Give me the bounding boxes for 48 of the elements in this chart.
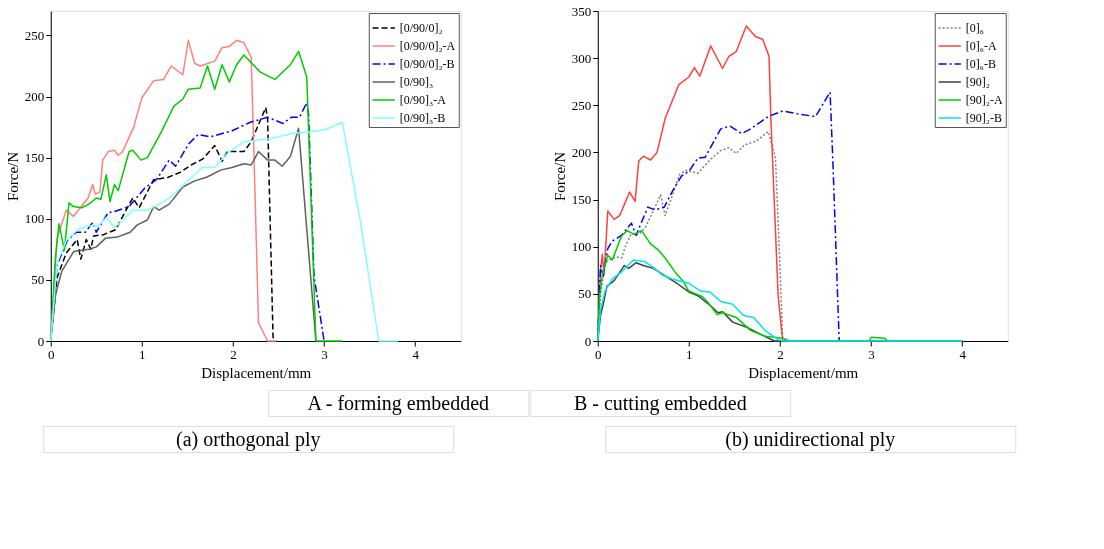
x-tick-label: 1 <box>686 346 693 362</box>
x-tick-label: 2 <box>777 346 784 362</box>
legend-label: [0/90]₃ <box>399 75 434 89</box>
line-series <box>50 50 344 342</box>
line-series <box>50 121 399 342</box>
x-tick-label: 4 <box>412 346 420 362</box>
y-tick-label: 200 <box>571 144 592 160</box>
y-tick-label: 150 <box>571 192 592 208</box>
x-tick-label: 1 <box>139 346 146 362</box>
legend-label: [0/90]₃-B <box>399 111 446 125</box>
x-axis-title: Displacement/mm <box>748 364 859 381</box>
legend-label: [90]₂ <box>965 75 990 89</box>
x-tick-label: 0 <box>48 346 55 362</box>
legend-label: [90]₂-B <box>965 111 1002 125</box>
x-axis-title: Displacement/mm <box>201 364 312 381</box>
y-tick-label: 150 <box>24 150 45 166</box>
line-series <box>597 91 840 342</box>
text: A - forming embedded <box>307 392 490 415</box>
legend-label: [0/90/0]₂-B <box>399 57 455 71</box>
y-axis-title: Force/N <box>4 151 21 202</box>
y-axis-title: Force/N <box>551 151 568 202</box>
y-tick-label: 0 <box>37 333 45 349</box>
y-tick-label: 100 <box>24 211 45 227</box>
legend-label: [0]₆ <box>965 21 984 35</box>
y-tick-label: 250 <box>571 97 592 113</box>
x-tick-label: 2 <box>230 346 237 362</box>
legend-label: [0/90/0]₂-A <box>399 39 456 53</box>
y-tick-label: 200 <box>24 89 45 105</box>
legend-label: [0/90]₃-A <box>399 93 447 107</box>
y-tick-label: 350 <box>571 3 592 19</box>
y-tick-label: 0 <box>584 333 592 349</box>
text: B - cutting embedded <box>573 392 747 415</box>
legend-label: [0]₆-A <box>965 39 997 53</box>
text: (a) orthogonal ply <box>176 428 321 451</box>
x-tick-label: 4 <box>959 346 967 362</box>
text: (b) unidirectional ply <box>725 428 896 451</box>
x-tick-label: 0 <box>595 346 602 362</box>
y-tick-label: 50 <box>578 286 592 302</box>
y-tick-label: 250 <box>24 27 45 43</box>
legend-label: [0]₆-B <box>965 57 996 71</box>
x-tick-label: 3 <box>321 346 328 362</box>
y-tick-label: 50 <box>31 272 45 288</box>
line-series <box>597 25 784 342</box>
legend-label: [0/90/0]₂ <box>399 21 443 35</box>
y-tick-label: 100 <box>571 239 592 255</box>
y-tick-label: 300 <box>571 50 592 66</box>
x-tick-label: 3 <box>868 346 875 362</box>
legend-label: [90]₂-A <box>965 93 1003 107</box>
